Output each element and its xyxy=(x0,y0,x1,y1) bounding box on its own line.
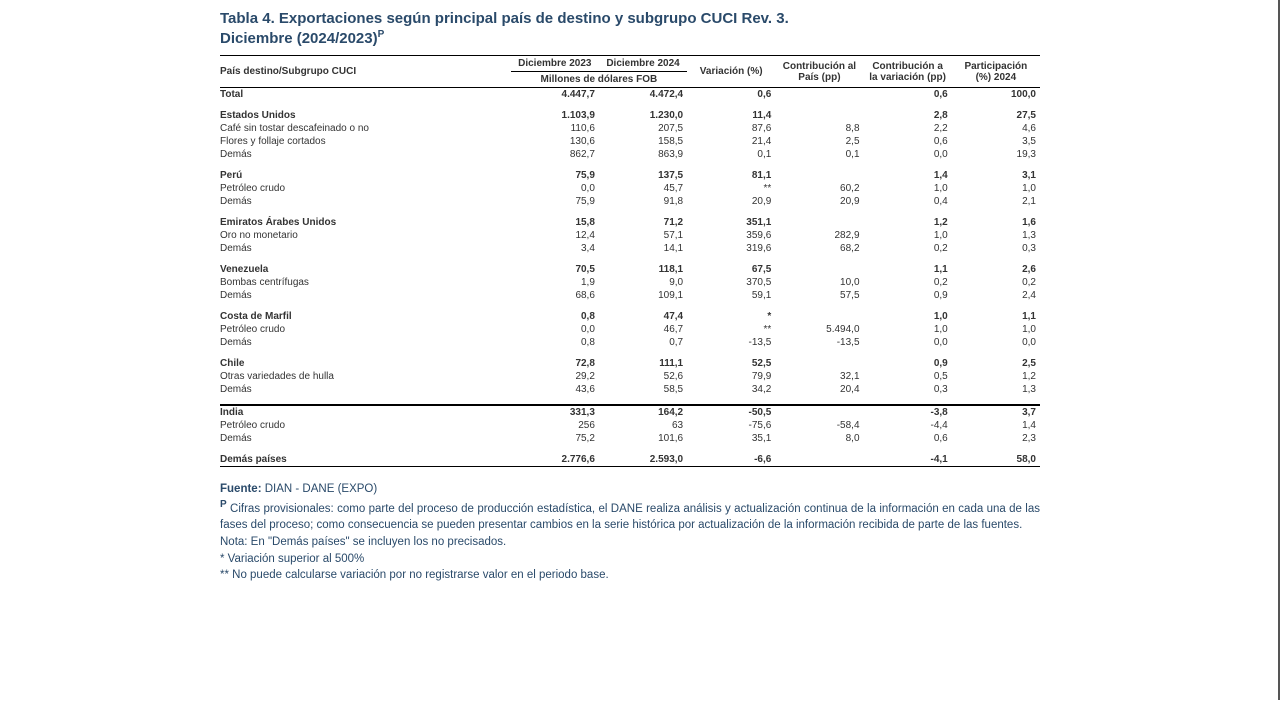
row-label: Estados Unidos xyxy=(220,109,511,122)
fuente-line: Fuente: DIAN - DANE (EXPO) xyxy=(220,481,1040,498)
header-dec2024: Diciembre 2024 xyxy=(599,56,687,72)
p-note: P Cifras provisionales: como parte del p… xyxy=(220,498,1040,534)
table-title: Tabla 4. Exportaciones según principal p… xyxy=(220,10,1058,27)
row-label: Demás xyxy=(220,195,511,208)
table-row: Demás países 2.776,6 2.593,0 -6,6 -4,1 5… xyxy=(220,453,1040,466)
row-label: Petróleo crudo xyxy=(220,323,511,336)
row-label: Total xyxy=(220,88,511,102)
table-row: Flores y follaje cortados 130,6 158,5 21… xyxy=(220,135,1040,148)
header-variacion: Variación (%) xyxy=(687,56,775,88)
nota: Nota: En "Demás países" se incluyen los … xyxy=(220,534,1040,551)
p-marker: P xyxy=(220,499,227,510)
row-label: Petróleo crudo xyxy=(220,182,511,195)
star-note: * Variación superior al 500% xyxy=(220,551,1040,568)
row-label: Otras variedades de hulla xyxy=(220,370,511,383)
row-label: Bombas centrífugas xyxy=(220,276,511,289)
row-label: Demás xyxy=(220,242,511,255)
table-row: Petróleo crudo 256 63 -75,6 -58,4 -4,4 1… xyxy=(220,419,1040,432)
table-row: Venezuela 70,5 118,1 67,5 1,1 2,6 xyxy=(220,263,1040,276)
row-label: Demás xyxy=(220,148,511,161)
table-row: Demás 3,4 14,1 319,6 68,2 0,2 0,3 xyxy=(220,242,1040,255)
fuente-text: DIAN - DANE (EXPO) xyxy=(265,483,377,495)
row-label: Flores y follaje cortados xyxy=(220,135,511,148)
header-dec2023: Diciembre 2023 xyxy=(511,56,599,72)
table-row: Bombas centrífugas 1,9 9,0 370,5 10,0 0,… xyxy=(220,276,1040,289)
footnotes: Fuente: DIAN - DANE (EXPO) P Cifras prov… xyxy=(220,481,1040,584)
row-label: Oro no monetario xyxy=(220,229,511,242)
table-row: Estados Unidos 1.103,9 1.230,0 11,4 2,8 … xyxy=(220,109,1040,122)
table-row: Total 4.447,7 4.472,4 0,6 0,6 100,0 xyxy=(220,88,1040,102)
table-row: Demás 0,8 0,7 -13,5 -13,5 0,0 0,0 xyxy=(220,336,1040,349)
table-row: Petróleo crudo 0,0 46,7 ** 5.494,0 1,0 1… xyxy=(220,323,1040,336)
table-row: Demás 43,6 58,5 34,2 20,4 0,3 1,3 xyxy=(220,383,1040,396)
table-row: Café sin tostar descafeinado o no 110,6 … xyxy=(220,122,1040,135)
table-row: Demás 68,6 109,1 59,1 57,5 0,9 2,4 xyxy=(220,289,1040,302)
row-label: India xyxy=(220,405,511,419)
fuente-label: Fuente: xyxy=(220,483,262,495)
table-row: Otras variedades de hulla 29,2 52,6 79,9… xyxy=(220,370,1040,383)
table-row: Chile 72,8 111,1 52,5 0,9 2,5 xyxy=(220,357,1040,370)
row-label: Demás xyxy=(220,289,511,302)
header-contrib-var: Contribución a la variación (pp) xyxy=(864,56,952,88)
table-row: Demás 75,2 101,6 35,1 8,0 0,6 2,3 xyxy=(220,432,1040,445)
row-label: Perú xyxy=(220,169,511,182)
table-subtitle: Diciembre (2024/2023)P xyxy=(220,29,1058,47)
header-unit: Millones de dólares FOB xyxy=(511,72,687,88)
row-label: Demás países xyxy=(220,453,511,466)
table-row: Emiratos Árabes Unidos 15,8 71,2 351,1 1… xyxy=(220,216,1040,229)
dstar-note: ** No puede calcularse variación por no … xyxy=(220,567,1040,584)
row-label: Demás xyxy=(220,383,511,396)
header-participacion: Participación (%) 2024 xyxy=(952,56,1040,88)
table-row: Demás 862,7 863,9 0,1 0,1 0,0 19,3 xyxy=(220,148,1040,161)
table-row: Petróleo crudo 0,0 45,7 ** 60,2 1,0 1,0 xyxy=(220,182,1040,195)
table-row: Oro no monetario 12,4 57,1 359,6 282,9 1… xyxy=(220,229,1040,242)
row-label: Costa de Marfil xyxy=(220,310,511,323)
row-label: Café sin tostar descafeinado o no xyxy=(220,122,511,135)
header-pais: País destino/Subgrupo CUCI xyxy=(220,56,511,88)
superscript-p: P xyxy=(378,29,385,40)
row-label: Petróleo crudo xyxy=(220,419,511,432)
row-label: Demás xyxy=(220,432,511,445)
table-row: India 331,3 164,2 -50,5 -3,8 3,7 xyxy=(220,405,1040,419)
row-label: Venezuela xyxy=(220,263,511,276)
table-row: Perú 75,9 137,5 81,1 1,4 3,1 xyxy=(220,169,1040,182)
table-row: Demás 75,9 91,8 20,9 20,9 0,4 2,1 xyxy=(220,195,1040,208)
p-note-text: Cifras provisionales: como parte del pro… xyxy=(220,503,1040,532)
table-row: Costa de Marfil 0,8 47,4 * 1,0 1,1 xyxy=(220,310,1040,323)
exports-table: País destino/Subgrupo CUCI Diciembre 202… xyxy=(220,55,1040,467)
subtitle-text: Diciembre (2024/2023) xyxy=(220,30,378,47)
header-contrib-pais: Contribución al País (pp) xyxy=(775,56,863,88)
row-label: Emiratos Árabes Unidos xyxy=(220,216,511,229)
row-label: Chile xyxy=(220,357,511,370)
row-label: Demás xyxy=(220,336,511,349)
